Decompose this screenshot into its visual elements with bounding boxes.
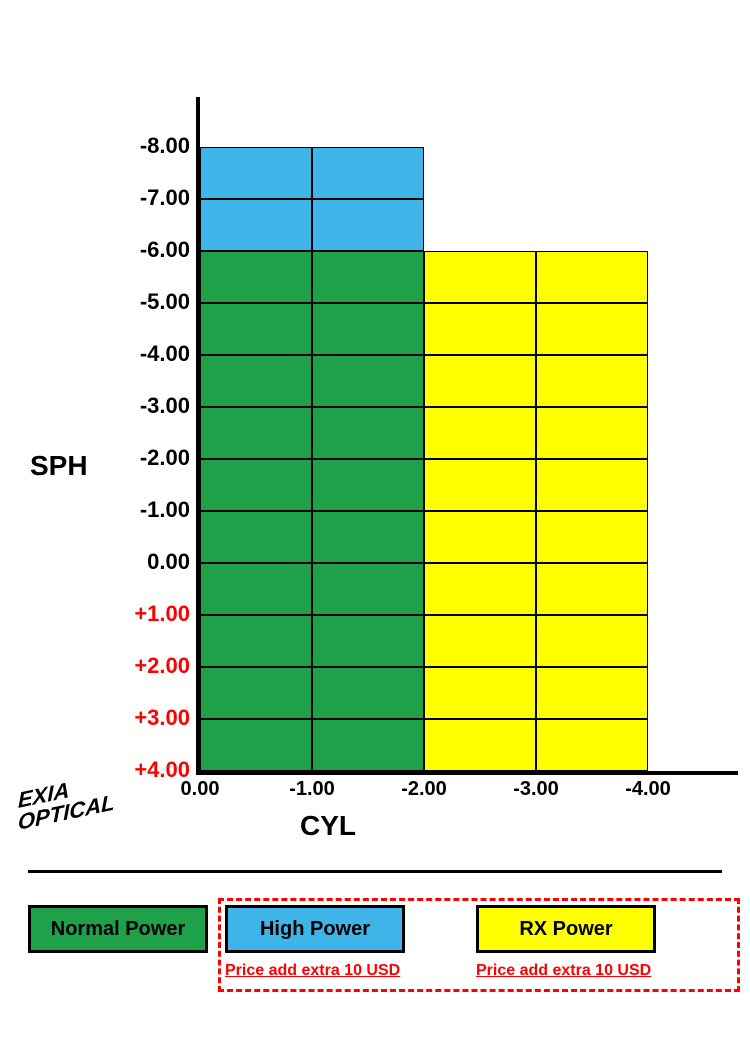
grid-cell [536,511,648,563]
y-tick-label: -2.00 [140,445,190,471]
grid-cell [312,251,424,303]
y-tick-label: +3.00 [134,705,190,731]
y-tick-label: +1.00 [134,601,190,627]
grid-cell [536,667,648,719]
grid-cell [312,407,424,459]
grid-cell [424,407,536,459]
grid-cell [312,511,424,563]
grid-cell [200,199,312,251]
lens-power-chart: -8.00 -7.00 -6.00 -5.00 -4.00 -3.00 -2.00 -1.00… [0,0,750,1041]
x-tick-label: -1.00 [272,778,352,801]
y-tick-label: 0.00 [147,549,190,575]
legend-swatch-normal: Normal Power [28,905,208,953]
grid-cell [536,407,648,459]
grid-cell [424,355,536,407]
brand-watermark: EXIAOPTICAL [18,769,115,834]
x-tick-label: 0.00 [160,778,240,801]
grid-cell [200,459,312,511]
y-axis-title: SPH [30,450,88,482]
grid-cell [312,563,424,615]
grid-cell [200,511,312,563]
y-tick-label: -5.00 [140,289,190,315]
grid-cell [312,355,424,407]
y-tick-label: -1.00 [140,497,190,523]
grid-cell [200,407,312,459]
x-tick-label: -2.00 [384,778,464,801]
grid-cell [424,719,536,771]
x-axis-line [196,771,738,775]
y-axis-line [196,97,200,771]
grid-cell [424,667,536,719]
y-tick-label: -6.00 [140,237,190,263]
grid-cell [424,511,536,563]
x-axis-title: CYL [300,810,356,842]
grid-cell [424,563,536,615]
legend-swatch-rx: RX Power [476,905,656,953]
y-tick-label: -8.00 [140,133,190,159]
y-tick-label: +2.00 [134,653,190,679]
grid-cell [200,563,312,615]
y-tick-label: -3.00 [140,393,190,419]
grid-cell [200,147,312,199]
grid-cell [312,719,424,771]
grid-cell [312,199,424,251]
grid-cell [312,147,424,199]
price-note: Price add extra 10 USD [476,962,651,980]
y-tick-label: -4.00 [140,341,190,367]
grid-cell [424,459,536,511]
grid-cell [200,667,312,719]
section-divider [28,870,722,873]
grid-cell [200,303,312,355]
grid-cell [536,303,648,355]
grid-cell [536,615,648,667]
grid-cell [312,459,424,511]
grid-cell [536,563,648,615]
grid-cell [200,355,312,407]
grid-cell [424,303,536,355]
x-tick-label: -3.00 [496,778,576,801]
grid-cell [312,615,424,667]
grid-cell [424,251,536,303]
grid-cell [312,303,424,355]
grid-cell [200,719,312,771]
price-note: Price add extra 10 USD [225,962,400,980]
grid-cell [536,355,648,407]
grid-cell [424,615,536,667]
grid-cell [536,719,648,771]
y-tick-label: -7.00 [140,185,190,211]
grid-cell [200,251,312,303]
grid-cell [200,615,312,667]
grid-cell [536,251,648,303]
grid-cell [536,459,648,511]
legend-swatch-high: High Power [225,905,405,953]
grid-cell [312,667,424,719]
x-tick-label: -4.00 [608,778,688,801]
